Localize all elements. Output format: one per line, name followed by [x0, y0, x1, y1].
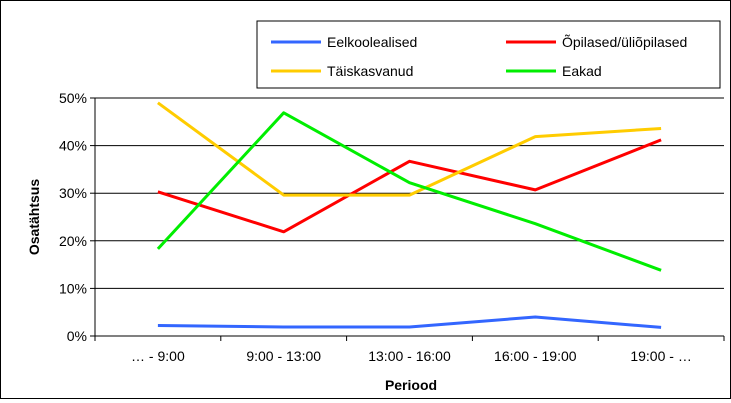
legend: Eelkoolealised Õpilased/üliõpilased Täiska…	[256, 20, 721, 89]
series-line--pilased-li-pilased	[157, 138, 662, 234]
y-tick-label: 20%	[59, 233, 87, 249]
plot-area: 0% 10% 20% 30% 40% 50% … - 9:00 9:00 - 13:00 13…	[59, 90, 725, 364]
y-tick-label: 50%	[59, 90, 87, 106]
series-line-eakad	[156, 111, 662, 272]
x-axis-title: Periood	[385, 377, 437, 393]
series-line-eelkoolealised	[157, 315, 662, 329]
legend-label: Eelkoolealised	[327, 34, 417, 50]
y-tick-label: 30%	[59, 185, 87, 201]
y-tick-label: 40%	[59, 138, 87, 154]
legend-box	[256, 20, 721, 89]
x-tick-label: 9:00 - 13:00	[246, 348, 321, 364]
y-axis-title: Osatähtsus	[26, 179, 42, 255]
legend-label: Täiskasvanud	[327, 63, 413, 79]
legend-label: Eakad	[562, 63, 602, 79]
x-tick-label: 16:00 - 19:00	[494, 348, 577, 364]
legend-label: Õpilased/üliõpilased	[562, 34, 687, 50]
y-tick-label: 0%	[67, 328, 87, 344]
x-tick-label: 19:00 - …	[630, 348, 691, 364]
x-tick-label: 13:00 - 16:00	[368, 348, 451, 364]
x-tick-label: … - 9:00	[131, 348, 185, 364]
y-tick-label: 10%	[59, 280, 87, 296]
series-line-t-iskasvanud	[157, 101, 662, 197]
